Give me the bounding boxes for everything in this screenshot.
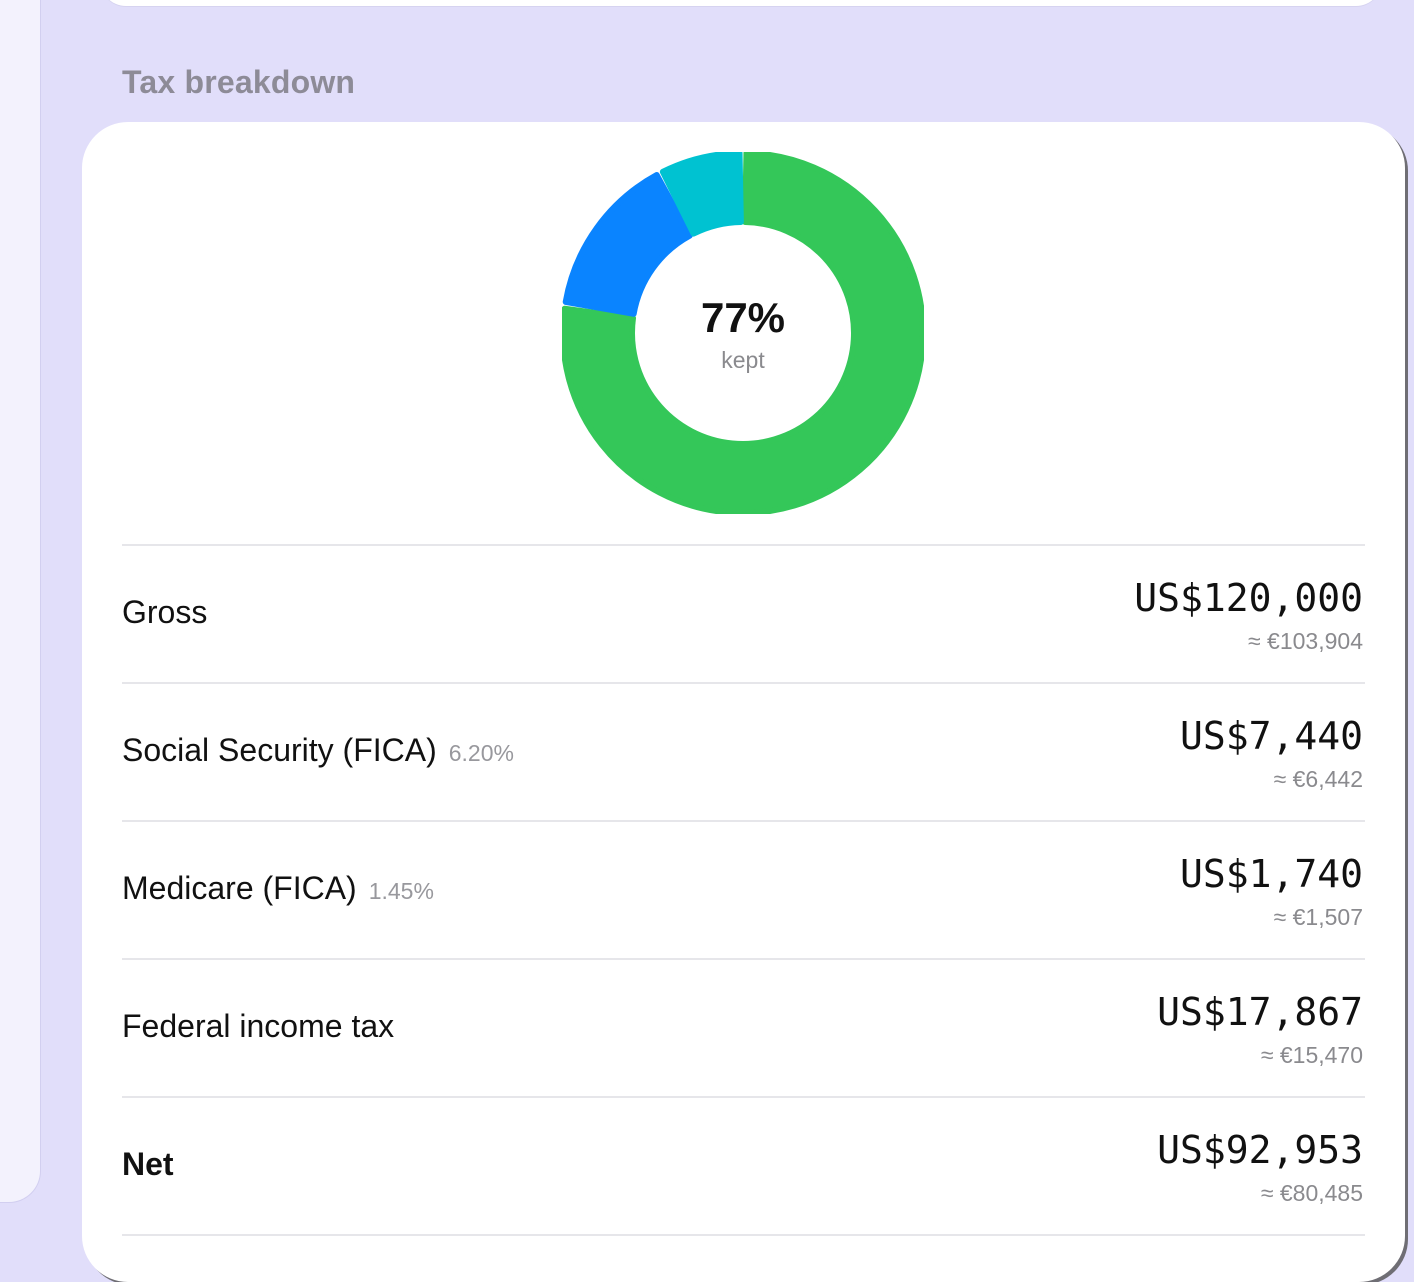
row-label: Net — [122, 1146, 174, 1183]
kept-percentage: 77% — [700, 294, 786, 341]
donut-center: 77% kept — [562, 152, 924, 514]
row-label: Federal income tax — [122, 1008, 394, 1045]
row-label-text: Medicare (FICA) — [122, 870, 357, 906]
row-label: Medicare (FICA) 1.45% — [122, 870, 434, 907]
row-amount: US$120,000 — [1134, 576, 1363, 620]
row-amount: US$1,740 — [1179, 852, 1363, 896]
section-title: Tax breakdown — [122, 64, 356, 100]
row-rate: 6.20% — [448, 740, 514, 766]
row-label-text: Gross — [122, 594, 208, 630]
row-label-text: Social Security (FICA) — [122, 732, 437, 768]
donut-segment-kept — [562, 152, 924, 514]
row-label: Social Security (FICA) 6.20% — [122, 732, 514, 769]
row-net: Net US$92,953 ≈ €80,485 — [122, 1096, 1365, 1236]
row-converted: ≈ €1,507 — [1273, 904, 1363, 930]
row-amount: US$92,953 — [1157, 1128, 1363, 1172]
row-converted: ≈ €6,442 — [1273, 766, 1363, 792]
row-rate: 1.45% — [368, 878, 434, 904]
row-label-text: Net — [122, 1146, 174, 1182]
row-amount: US$17,867 — [1157, 990, 1363, 1034]
row-federal-income-tax: Federal income tax US$17,867 ≈ €15,470 — [122, 958, 1365, 1096]
previous-card — [100, 0, 1382, 6]
breakdown-list: Gross US$120,000 ≈ €103,904 Social Secur… — [122, 544, 1365, 1236]
row-medicare: Medicare (FICA) 1.45% US$1,740 ≈ €1,507 — [122, 820, 1365, 958]
tax-breakdown-card: 77% kept Gross US$120,000 ≈ €103,904 Soc… — [82, 122, 1405, 1282]
kept-label: kept — [721, 347, 765, 373]
row-converted: ≈ €80,485 — [1260, 1180, 1363, 1206]
row-label-text: Federal income tax — [122, 1008, 395, 1044]
donut-segment-fica — [659, 152, 744, 237]
row-social-security: Social Security (FICA) 6.20% US$7,440 ≈ €… — [122, 682, 1365, 820]
row-amount: US$7,440 — [1179, 714, 1363, 758]
sidebar-panel — [0, 0, 41, 1203]
donut-segment-federal — [562, 172, 693, 317]
donut-chart: 77% kept — [562, 152, 924, 514]
row-converted: ≈ €15,470 — [1260, 1042, 1363, 1068]
row-label: Gross — [122, 594, 207, 631]
row-gross: Gross US$120,000 ≈ €103,904 — [122, 544, 1365, 682]
row-converted: ≈ €103,904 — [1248, 628, 1363, 654]
